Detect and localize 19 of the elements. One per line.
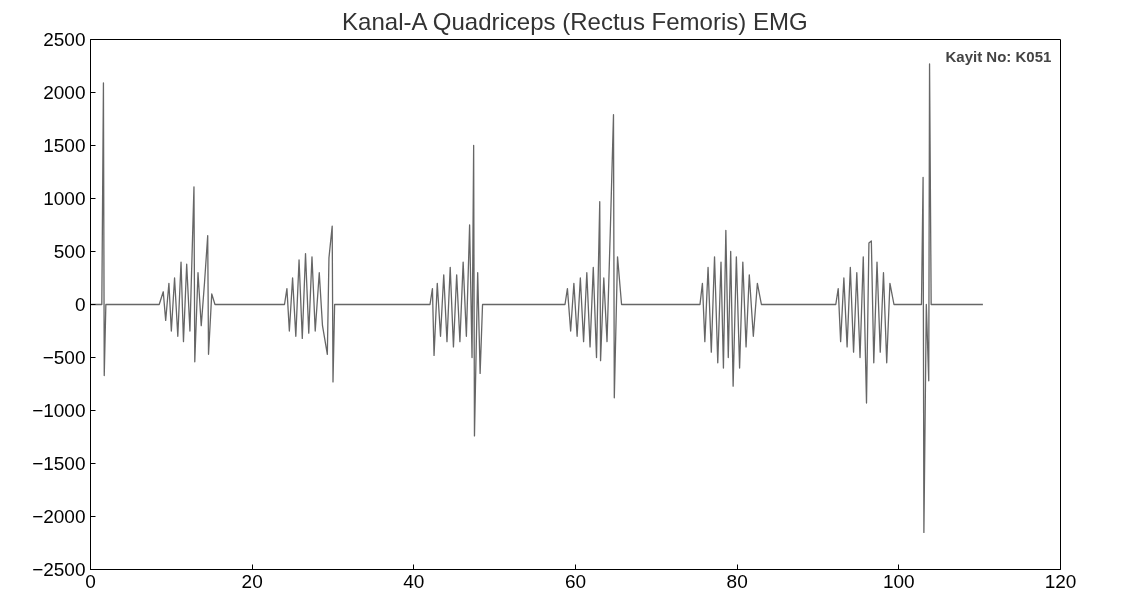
x-tick-label: 20 (241, 570, 263, 592)
y-tick-label: −2500 (32, 559, 86, 580)
y-tick-label: 1500 (43, 135, 86, 156)
y-tick-label: −1500 (32, 453, 86, 474)
chart-title: Kanal-A Quadriceps (Rectus Femoris) EMG (342, 7, 808, 35)
y-tick-label: −500 (42, 347, 86, 368)
y-tick-label: −2000 (32, 506, 86, 527)
x-tick-label: 100 (882, 570, 915, 592)
annotation: Kayit No: K051 (945, 47, 1052, 65)
y-tick-label: 1000 (43, 188, 86, 209)
y-tick-label: 0 (74, 294, 86, 315)
x-tick-label: 120 (1044, 570, 1077, 592)
y-tick-label: 2500 (43, 29, 86, 50)
y-tick-label: 500 (53, 241, 86, 262)
x-tick-label: 60 (564, 570, 587, 592)
x-tick-label: 40 (403, 570, 425, 592)
x-tick-label: 80 (726, 570, 748, 592)
y-tick-label: 2000 (43, 82, 86, 103)
y-tick-label: −1000 (32, 400, 86, 421)
